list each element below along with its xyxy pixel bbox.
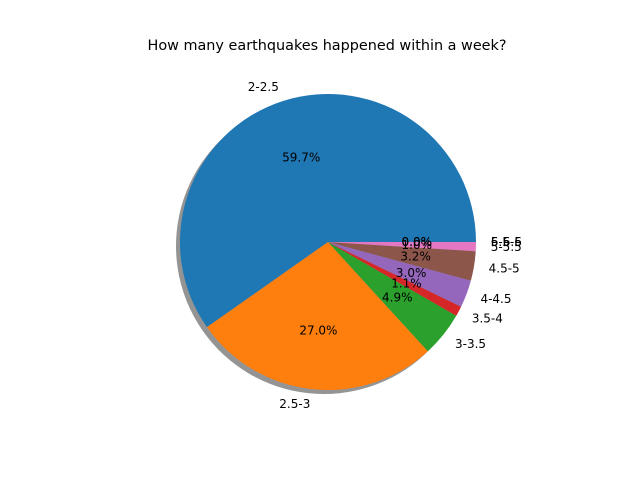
pie-slice-3-5-4 [328, 242, 462, 316]
percent-label-4-4-5: 3.0% [396, 266, 427, 280]
category-label-2-2-5: 2-2.5 [248, 80, 279, 94]
pie-slice-3-3-5 [328, 242, 457, 352]
pie-slice-4-5-5 [328, 242, 476, 281]
category-label-4-4-5: 4-4.5 [480, 292, 511, 306]
percent-label-4-5-5: 3.2% [400, 249, 431, 263]
pie-wedges [180, 93, 476, 390]
category-label-2-5-3: 2.5-3 [279, 397, 310, 411]
chart-title: How many earthquakes happened within a w… [148, 38, 507, 54]
percent-label-6-6-5: 0.0% [402, 235, 433, 249]
pie-slice-2-5-3 [206, 242, 428, 390]
category-label-5-5-5: 5-5.5 [491, 240, 522, 254]
percent-label-3-3-5: 4.9% [382, 291, 413, 305]
percent-label-5-5-5: 1.0% [402, 238, 433, 252]
category-labels: 2-2.5 2.5-3 3-3.5 3.5-4 4-4.5 4.5-5 5-5.55.5-6… [248, 80, 522, 411]
pie-slice-2-2-5 [180, 93, 476, 328]
category-label-3-5-4: 3.5-4 [472, 311, 503, 325]
percent-label-2-5-3: 27.0% [299, 323, 337, 337]
category-label-5-5-6: 5.5-6 [491, 235, 522, 249]
percent-label-5-5-6: 0.0% [402, 235, 433, 249]
percent-label-2-2-5: 59.7% [282, 150, 320, 164]
pie-slice-5-5-5 [328, 242, 476, 252]
percent-label-3-5-4: 1.1% [391, 277, 422, 291]
category-label-6-6-5: 6-6.5 [491, 235, 522, 249]
pie-slice-4-4-5 [328, 242, 471, 307]
percent-labels: 59.7%27.0%4.9%1.1%3.0%3.2%1.0%0.0%0.0% [282, 150, 432, 337]
category-label-3-3-5: 3-3.5 [455, 337, 486, 351]
category-label-4-5-5: 4.5-5 [489, 262, 520, 276]
